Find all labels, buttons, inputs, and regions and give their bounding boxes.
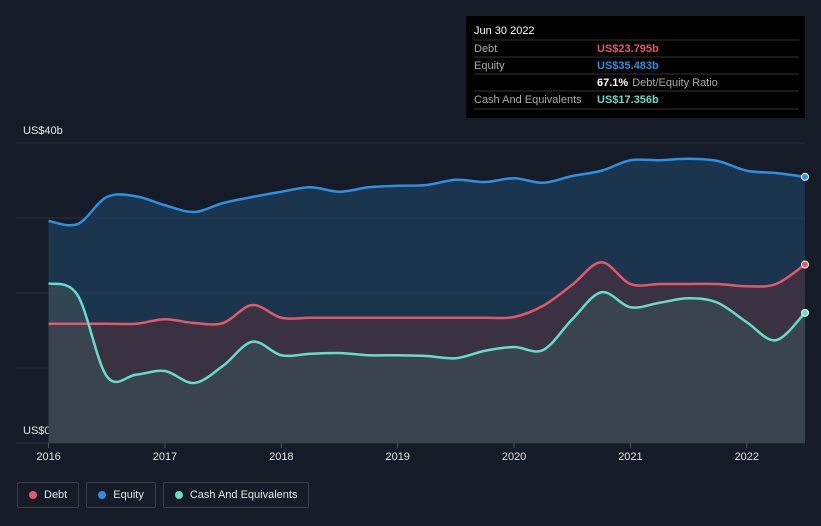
legend-label: Debt xyxy=(44,489,68,501)
y-tick-label: US$40b xyxy=(23,125,63,137)
tooltip-label: Equity xyxy=(474,60,505,72)
y-tick-label: US$0 xyxy=(23,425,51,437)
tooltip-note: Debt/Equity Ratio xyxy=(632,77,718,89)
tooltip-value: US$23.795b xyxy=(597,43,659,55)
legend-item[interactable]: Equity xyxy=(86,482,156,508)
tooltip-value: US$35.483b xyxy=(597,60,659,72)
x-tick-label: 2019 xyxy=(385,451,409,463)
tooltip-date: Jun 30 2022 xyxy=(474,25,535,37)
tooltip-value: 67.1% Debt/Equity Ratio xyxy=(597,77,718,89)
line xyxy=(48,157,806,227)
tooltip-label: Cash And Equivalents xyxy=(474,94,582,106)
legend: Debt Equity Cash And Equivalents xyxy=(17,482,310,508)
x-tick-label: 2021 xyxy=(618,451,642,463)
tooltip-label: Debt xyxy=(474,43,497,55)
tooltip-box xyxy=(466,16,805,118)
end-point xyxy=(801,308,809,317)
legend-swatch xyxy=(174,491,183,499)
x-tick-label: 2018 xyxy=(269,451,293,463)
legend-label: Equity xyxy=(113,489,144,501)
x-tick-label: 2020 xyxy=(502,451,526,463)
legend-item[interactable]: Debt xyxy=(17,482,80,508)
line xyxy=(48,260,806,326)
tooltip-value: US$17.356b xyxy=(597,94,659,106)
line xyxy=(48,282,806,385)
tooltip: Jun 30 2022 Debt US$23.795b Equity US$35.483… xyxy=(466,16,805,118)
x-tick-label: 2016 xyxy=(36,451,60,463)
legend-label: Cash And Equivalents xyxy=(189,489,298,501)
x-tick-label: 2022 xyxy=(735,451,759,463)
legend-swatch xyxy=(29,491,37,499)
area xyxy=(48,283,806,443)
end-point xyxy=(801,172,809,181)
legend-swatch xyxy=(98,491,107,499)
end-point xyxy=(801,260,809,269)
x-tick-label: 2017 xyxy=(153,451,177,463)
legend-item[interactable]: Cash And Equivalents xyxy=(162,482,310,508)
